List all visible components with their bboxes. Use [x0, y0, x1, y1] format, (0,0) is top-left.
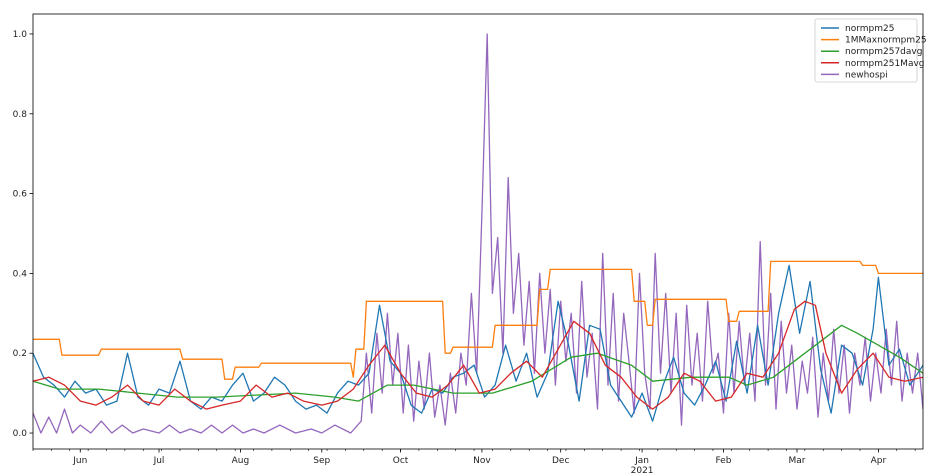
x-tick-label: Aug: [232, 456, 250, 466]
legend-box: [814, 18, 918, 83]
x-tick-label: Feb: [716, 456, 732, 466]
y-tick-label: 0.2: [13, 349, 27, 359]
series-line-normpm25: [33, 264, 923, 422]
series-line-normpm251Mavg: [33, 300, 923, 410]
x-tick-year-label: 2021: [631, 466, 654, 476]
legend-label-1MMaxnormpm25: 1MMaxnormpm25: [845, 36, 927, 46]
x-tick-label: Dec: [552, 456, 569, 466]
legend-label-newhospi: newhospi: [845, 70, 888, 80]
series-line-normpm257davg: [33, 324, 923, 402]
x-tick-label: Apr: [871, 456, 887, 466]
y-tick-label: 1.0: [13, 30, 28, 40]
y-tick-label: 0.6: [13, 190, 28, 200]
x-tick-label: Oct: [393, 456, 409, 466]
legend-label-normpm25: normpm25: [845, 24, 894, 34]
series-layer: [33, 33, 923, 434]
axes-layer: 0.0 0.2 0.4 0.6 0.8 1.0 Jun Jul Aug Sep Oct Nov Dec J…: [13, 13, 924, 476]
x-tick-label: Jun: [72, 456, 87, 466]
series-line-1MMaxnormpm25: [33, 260, 923, 380]
x-tick-label: Nov: [473, 456, 491, 466]
series-line-newhospi: [33, 33, 923, 434]
x-tick-label: Jul: [153, 456, 165, 466]
plot-frame: [32, 13, 924, 450]
y-tick-label: 0.4: [13, 269, 28, 279]
x-tick-label: Mar: [788, 456, 805, 466]
x-tick-label: Sep: [313, 456, 330, 466]
y-tick-label: 0.8: [13, 110, 28, 120]
x-tick-label: Jan: [634, 456, 649, 466]
legend-label-normpm251Mavg: normpm251Mavg: [845, 59, 925, 69]
y-tick-label: 0.0: [13, 429, 28, 439]
legend-label-normpm257davg: normpm257davg: [845, 47, 922, 57]
